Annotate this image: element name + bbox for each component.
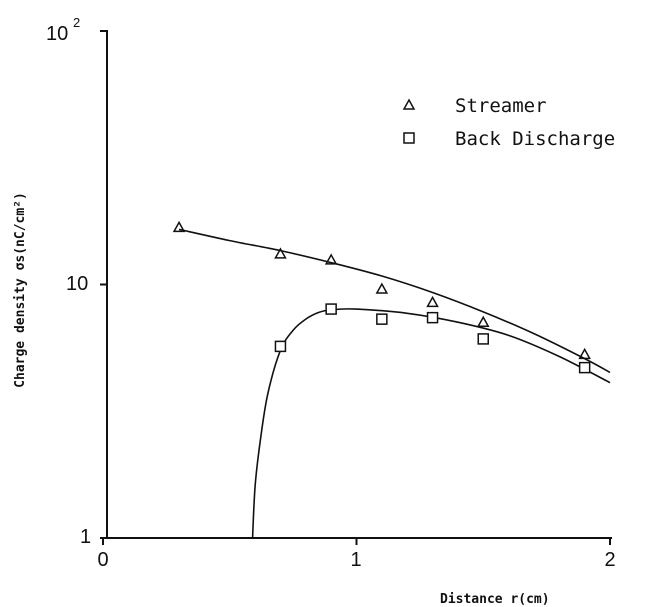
back-discharge-fit-curve (253, 309, 610, 538)
x-tick-label-0: 0 (97, 549, 108, 571)
plot-area (174, 222, 610, 538)
back-discharge-point (478, 334, 488, 344)
x-axis-label: Distance r(cm) (440, 592, 550, 607)
streamer-point (580, 349, 590, 358)
back-discharge-point (275, 341, 285, 351)
legend-streamer-label: Streamer (455, 95, 547, 117)
back-discharge-point (428, 313, 438, 323)
back-discharge-point (580, 363, 590, 373)
legend-back-discharge-marker (404, 133, 414, 143)
y-axis-label: Charge density σs(nC/cm²) (13, 192, 28, 388)
streamer-point (428, 297, 438, 306)
x-tick-label-2: 2 (604, 549, 615, 571)
legend-streamer-marker (404, 100, 414, 109)
y-tick-label-10: 10 (66, 273, 88, 295)
legend-back-discharge-label: Back Discharge (455, 128, 615, 150)
back-discharge-point (326, 304, 336, 314)
streamer-point (478, 317, 488, 326)
y-tick-label-100: 10 (46, 23, 68, 45)
back-discharge-point (377, 314, 387, 324)
y-tick-exponent: 2 (73, 15, 80, 30)
y-tick-label-1: 1 (80, 526, 91, 548)
x-tick-label-1: 1 (350, 549, 361, 571)
legend: Streamer Back Discharge (404, 95, 615, 150)
streamer-point (377, 284, 387, 293)
